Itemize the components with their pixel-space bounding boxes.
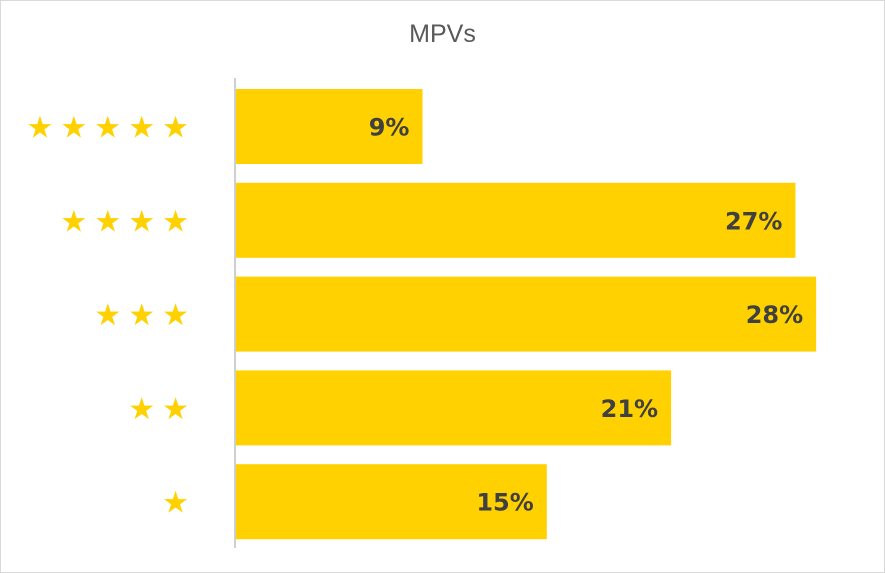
bar-1-star xyxy=(236,464,547,540)
star-rating-tick-label: ★★ xyxy=(128,392,196,427)
bar-3-star xyxy=(236,276,817,352)
star-rating-tick-label: ★★★★★ xyxy=(27,111,196,146)
bar-2-star xyxy=(236,370,672,446)
star-rating-tick-label: ★★★ xyxy=(94,298,196,333)
bar-value-label: 15% xyxy=(476,489,533,517)
chart-title: MPVs xyxy=(409,20,476,48)
bar-4-star xyxy=(236,182,796,258)
bar-value-label: 27% xyxy=(725,207,782,235)
bar-value-label: 28% xyxy=(746,301,803,329)
bar-value-label: 21% xyxy=(601,395,658,423)
bar-5-star xyxy=(236,89,423,164)
bars-layer: 9% ★★★★★ 27% ★★★★ 28% ★★★ 21% ★★ 15% ★ xyxy=(27,89,817,540)
star-rating-tick-label: ★ xyxy=(162,486,196,521)
star-rating-tick-label: ★★★★ xyxy=(60,204,196,239)
bar-value-label: 9% xyxy=(369,114,410,142)
